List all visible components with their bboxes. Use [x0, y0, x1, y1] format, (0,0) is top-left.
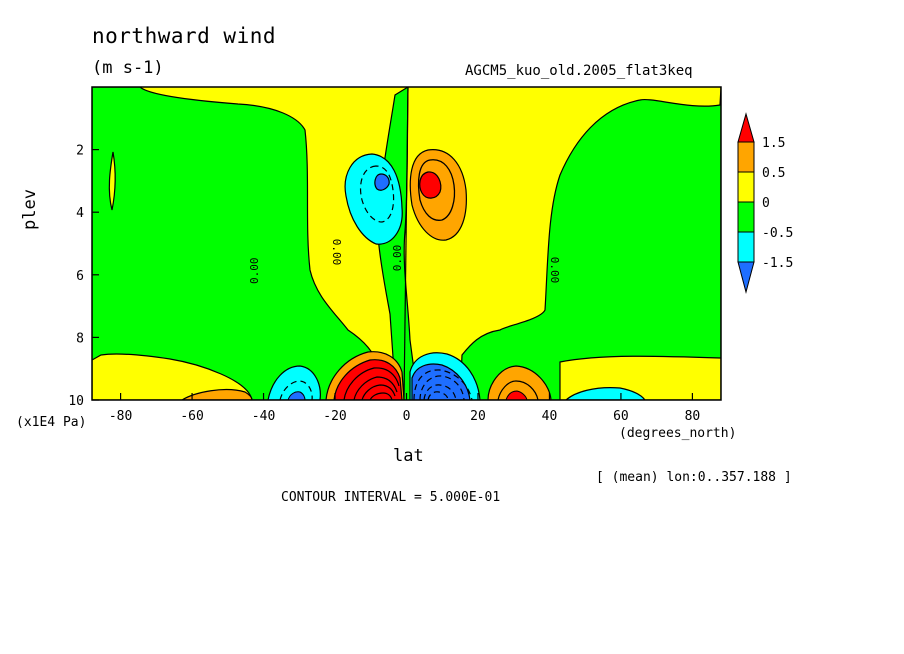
x-tick-label: -80	[109, 409, 132, 424]
yellow-strip-left	[108, 151, 116, 211]
contour-interval-label: CONTOUR INTERVAL = 5.000E-01	[281, 490, 501, 505]
units-label: (m s-1)	[92, 58, 164, 78]
colorbar: 1.5 0.5 0 -0.5 -1.5	[737, 112, 793, 294]
axes: -80 -60 -40 -20 0 20 40 60 80 2 4 6 8 10	[68, 144, 700, 424]
y-tick-label: 2	[76, 144, 84, 159]
orange-upper-contour	[417, 159, 456, 221]
x-tick-label: -20	[323, 409, 346, 424]
contour-label-3: 0.00	[391, 245, 404, 272]
mean-note: [ (mean) lon:0..357.188 ]	[596, 470, 792, 485]
colorbar-red	[737, 112, 755, 143]
chart-title: northward wind	[92, 24, 277, 48]
x-tick-label: 80	[685, 409, 701, 424]
colorbar-green	[737, 201, 755, 233]
red-upper-core	[419, 171, 442, 199]
colorbar-label-5: -1.5	[762, 256, 793, 271]
red-dipole-south-contours	[343, 367, 400, 400]
colorbar-label-2: 0.5	[762, 166, 785, 181]
red-lower-north	[505, 390, 528, 400]
cyan-upper-contour	[359, 165, 395, 223]
colorbar-label-1: 1.5	[762, 136, 785, 151]
x-tick-label: 40	[542, 409, 558, 424]
colorbar-blue	[737, 261, 755, 294]
y-tick-label: 6	[76, 269, 84, 284]
colorbar-yellow	[737, 171, 755, 203]
cyan-lower-north	[565, 387, 646, 400]
run-label: AGCM5_kuo_old.2005_flat3keq	[465, 63, 693, 79]
colorbar-orange	[737, 141, 755, 173]
colorbar-label-4: -0.5	[762, 226, 793, 241]
y-tick-label: 8	[76, 331, 84, 346]
orange-lower-north-contour	[497, 380, 539, 400]
colorbar-cyan	[737, 231, 755, 263]
contour-label-1: 0.00	[248, 258, 261, 285]
x-axis-label: lat	[393, 446, 424, 466]
colorbar-label-3: 0	[762, 196, 770, 211]
x-tick-label: 20	[470, 409, 486, 424]
orange-lower-north	[487, 365, 552, 400]
x-unit-label: (degrees_north)	[619, 426, 737, 441]
y-tick-label: 10	[68, 394, 84, 409]
contour-label-2: 0.00	[330, 239, 343, 266]
cyan-upper-cell	[344, 153, 403, 245]
orange-lower-south	[180, 389, 253, 400]
x-tick-label: -60	[180, 409, 203, 424]
contour-label-4: 0.00	[548, 257, 561, 284]
blue-lower-south	[287, 391, 306, 400]
y-tick-label: 4	[76, 206, 84, 221]
plot-area: 0.00 0.00 0.00 0.00	[92, 87, 721, 400]
blue-dipole-north-contours	[413, 369, 473, 400]
x-tick-label: 0	[403, 409, 411, 424]
x-tick-label: -40	[252, 409, 275, 424]
y-unit-label: (x1E4 Pa)	[16, 415, 87, 430]
x-tick-label: 60	[613, 409, 629, 424]
green-south-region	[92, 87, 379, 400]
cyan-lower-south	[267, 365, 321, 400]
green-north-region	[459, 87, 721, 400]
equator-contour	[403, 87, 409, 400]
blue-upper-core	[374, 173, 390, 191]
